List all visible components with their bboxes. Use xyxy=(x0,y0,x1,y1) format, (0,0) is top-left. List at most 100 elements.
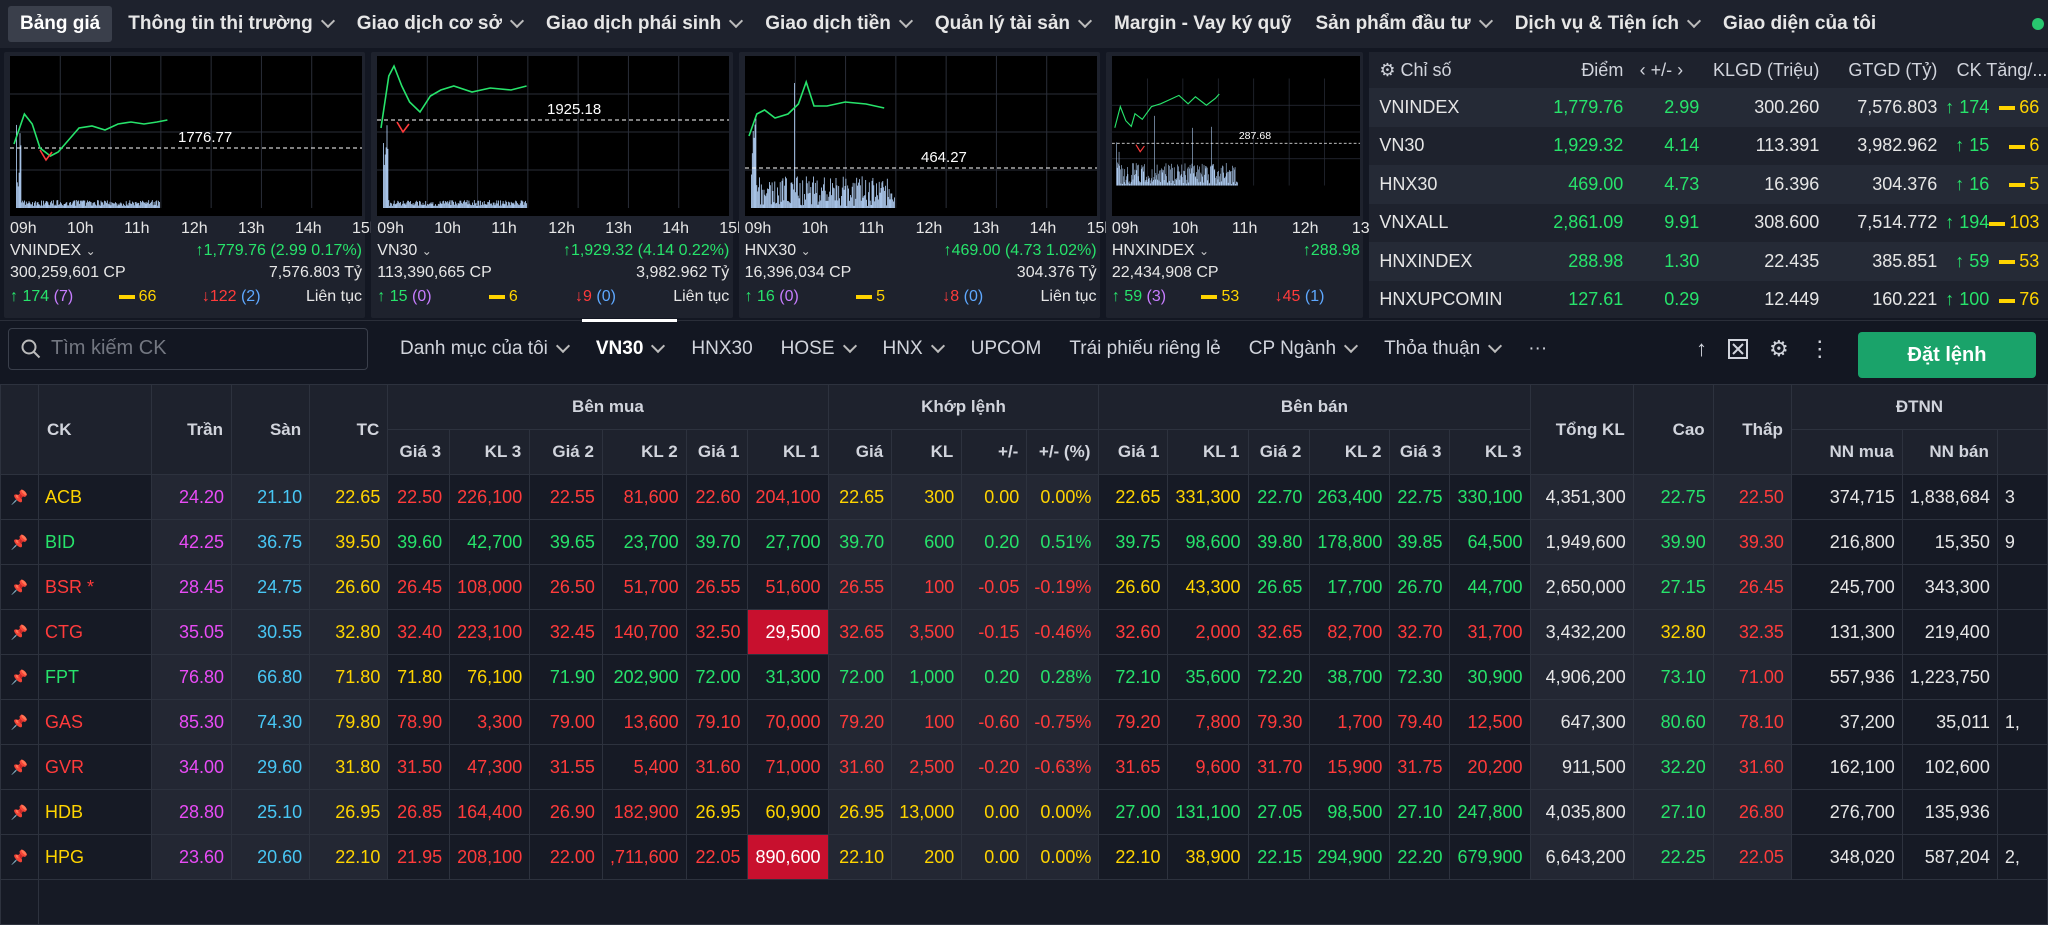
tab-9[interactable]: ··· xyxy=(1514,321,1561,377)
pin-icon[interactable]: 📌 xyxy=(1,565,39,610)
col-ask-gia3[interactable]: Giá 3 xyxy=(1390,430,1450,475)
col-foreign-buy[interactable]: NN mua xyxy=(1791,430,1902,475)
table-row[interactable]: 📌 HPG 23.60 20.60 22.10 21.95 208,100 22.00,711… xyxy=(1,835,2048,880)
table-row[interactable]: 📌 GAS 85.30 74.30 79.80 78.90 3,300 79.00 13,600… xyxy=(1,700,2048,745)
symbol-cell[interactable]: CTG xyxy=(39,610,152,655)
chevron-left-icon[interactable]: ‹ xyxy=(1640,60,1651,80)
pin-icon[interactable]: 📌 xyxy=(1,700,39,745)
tab-8[interactable]: Thỏa thuận xyxy=(1370,321,1514,377)
tab-5[interactable]: UPCOM xyxy=(957,321,1056,377)
index-table-row[interactable]: HNXINDEX 288.98 1.30 22.435 385.851 ↑ 59… xyxy=(1369,242,2048,281)
tab-1[interactable]: VN30 xyxy=(582,321,678,377)
col-ask-kl3[interactable]: KL 3 xyxy=(1450,430,1530,475)
index-table-row[interactable]: VNINDEX 1,779.76 2.99 300.260 7,576.803 … xyxy=(1369,88,2048,127)
table-row[interactable] xyxy=(1,880,2048,925)
index-name[interactable]: VNINDEX ⌄ xyxy=(10,242,96,260)
col-match-pct[interactable]: +/- (%) xyxy=(1027,430,1099,475)
col-ask-kl1[interactable]: KL 1 xyxy=(1168,430,1248,475)
symbol-cell[interactable]: FPT xyxy=(39,655,152,700)
pin-icon[interactable]: 📌 xyxy=(1,790,39,835)
pin-icon[interactable]: 📌 xyxy=(1,520,39,565)
index-name[interactable]: HNX30 ⌄ xyxy=(745,242,811,260)
col-match-gia[interactable]: Giá xyxy=(828,430,892,475)
nav-item-8[interactable]: Dịch vụ & Tiện ích xyxy=(1503,0,1711,48)
col-ask-kl2[interactable]: KL 2 xyxy=(1310,430,1390,475)
col-bid-gia3[interactable]: Giá 3 xyxy=(388,430,450,475)
pin-icon[interactable]: 📌 xyxy=(1,835,39,880)
col-foreign-sell[interactable]: NN bán xyxy=(1902,430,1997,475)
index-table-row[interactable]: VN30 1,929.32 4.14 113.391 3,982.962 ↑ 1… xyxy=(1369,127,2048,166)
col-bid-kl3[interactable]: KL 3 xyxy=(450,430,530,475)
index-table-row[interactable]: HNX30 469.00 4.73 16.396 304.376 ↑ 16 5 … xyxy=(1369,165,2048,204)
symbol-cell[interactable]: GAS xyxy=(39,700,152,745)
index-card-hnxindex[interactable]: 287.68 09h 10h 11h 12h 13h HNXINDEX ⌄ ↑288.98… xyxy=(1106,52,1363,318)
pin-icon[interactable]: 📌 xyxy=(1,745,39,790)
nav-item-7[interactable]: Sản phẩm đầu tư xyxy=(1303,0,1502,48)
table-row[interactable]: 📌 GVR 34.00 29.60 31.80 31.50 47,300 31.55 5,400… xyxy=(1,745,2048,790)
nav-item-6[interactable]: Margin - Vay ký quỹ xyxy=(1102,0,1303,48)
col-match-chg[interactable]: +/- xyxy=(962,430,1027,475)
nav-item-9[interactable]: Giao diện của tôi xyxy=(1711,0,1888,48)
table-row[interactable]: 📌 FPT 76.80 66.80 71.80 71.80 76,100 71.90 202,9… xyxy=(1,655,2048,700)
pin-icon[interactable]: 📌 xyxy=(1,610,39,655)
nav-item-2[interactable]: Giao dịch cơ sở xyxy=(345,0,534,48)
symbol-cell[interactable]: HDB xyxy=(39,790,152,835)
search-input[interactable] xyxy=(51,337,351,360)
index-change: 9.91 xyxy=(1623,212,1699,233)
col-low[interactable]: Thấp xyxy=(1713,385,1791,475)
chevron-down-icon xyxy=(1687,14,1701,28)
more-vertical-icon[interactable]: ⋮ xyxy=(1809,336,1831,362)
gear-icon[interactable]: ⚙ xyxy=(1769,336,1789,362)
chevron-right-icon[interactable]: › xyxy=(1672,60,1683,80)
nav-item-5[interactable]: Quản lý tài sản xyxy=(923,0,1102,48)
nav-item-0[interactable]: Bảng giá xyxy=(8,6,112,42)
col-floor[interactable]: Sàn xyxy=(231,385,309,475)
table-row[interactable]: 📌 ACB 24.20 21.10 22.65 22.50 226,100 22.55 81,6… xyxy=(1,475,2048,520)
tab-0[interactable]: Danh mục của tôi xyxy=(386,321,582,377)
col-match-kl[interactable]: KL xyxy=(892,430,962,475)
search-box[interactable] xyxy=(8,328,368,370)
col-ask-gia1[interactable]: Giá 1 xyxy=(1099,430,1168,475)
col-bid-kl2[interactable]: KL 2 xyxy=(602,430,686,475)
col-bid-kl1[interactable]: KL 1 xyxy=(748,430,828,475)
col-total-volume[interactable]: Tổng KL xyxy=(1530,385,1633,475)
pin-icon[interactable]: 📌 xyxy=(1,655,39,700)
tab-4[interactable]: HNX xyxy=(869,321,957,377)
col-reference[interactable]: TC xyxy=(310,385,388,475)
tab-6[interactable]: Trái phiếu riêng lẻ xyxy=(1055,321,1234,377)
tab-2[interactable]: HNX30 xyxy=(677,321,766,377)
index-card-vn30[interactable]: 1925.18 09h 10h 11h 12h 13h 14h 15h VN30 ⌄ ↑1,9… xyxy=(371,52,732,318)
index-table-row[interactable]: HNXUPCOMINDE 127.61 0.29 12.449 160.221 … xyxy=(1369,281,2048,319)
index-card-hnx30[interactable]: 464.27 09h 10h 11h 12h 13h 14h 15h HNX30 ⌄ ↑469… xyxy=(739,52,1100,318)
symbol-cell[interactable]: ACB xyxy=(39,475,152,520)
nav-item-1[interactable]: Thông tin thị trường xyxy=(116,0,345,48)
col-symbol[interactable]: CK xyxy=(39,385,152,475)
symbol-cell[interactable]: HPG xyxy=(39,835,152,880)
col-bid-gia2[interactable]: Giá 2 xyxy=(530,430,603,475)
col-ask-gia2[interactable]: Giá 2 xyxy=(1248,430,1310,475)
symbol-cell[interactable]: BID xyxy=(39,520,152,565)
col-high[interactable]: Cao xyxy=(1633,385,1713,475)
table-row[interactable]: 📌 BSR * 28.45 24.75 26.60 26.45 108,000 26.50 51… xyxy=(1,565,2048,610)
gear-icon[interactable]: ⚙ Chỉ số xyxy=(1369,60,1519,81)
pin-icon[interactable]: 📌 xyxy=(1,475,39,520)
col-ceiling[interactable]: Trần xyxy=(152,385,232,475)
nav-item-4[interactable]: Giao dịch tiền xyxy=(753,0,923,48)
index-name[interactable]: HNXINDEX ⌄ xyxy=(1112,242,1209,260)
index-card-vnindex[interactable]: 1776.77 09h 10h 11h 12h 13h 14h 15h VNINDEX ⌄ ↑… xyxy=(4,52,365,318)
col-change[interactable]: ‹ +/- › xyxy=(1623,60,1699,81)
symbol-cell[interactable]: BSR * xyxy=(39,565,152,610)
tab-3[interactable]: HOSE xyxy=(767,321,869,377)
excel-export-icon[interactable] xyxy=(1727,338,1749,360)
place-order-button[interactable]: Đặt lệnh xyxy=(1858,332,2036,378)
table-row[interactable]: 📌 HDB 28.80 25.10 26.95 26.85 164,400 26.90 182,… xyxy=(1,790,2048,835)
tab-7[interactable]: CP Ngành xyxy=(1235,321,1370,377)
index-table-row[interactable]: VNXALL 2,861.09 9.91 308.600 7,514.772 ↑… xyxy=(1369,204,2048,243)
col-bid-gia1[interactable]: Giá 1 xyxy=(686,430,748,475)
symbol-cell[interactable]: GVR xyxy=(39,745,152,790)
nav-item-3[interactable]: Giao dịch phái sinh xyxy=(534,0,753,48)
scroll-top-icon[interactable]: ↑ xyxy=(1696,336,1707,362)
table-row[interactable]: 📌 CTG 35.05 30.55 32.80 32.40 223,100 32.45 140,… xyxy=(1,610,2048,655)
index-name[interactable]: VN30 ⌄ xyxy=(377,242,432,260)
table-row[interactable]: 📌 BID 42.25 36.75 39.50 39.60 42,700 39.65 23,70… xyxy=(1,520,2048,565)
